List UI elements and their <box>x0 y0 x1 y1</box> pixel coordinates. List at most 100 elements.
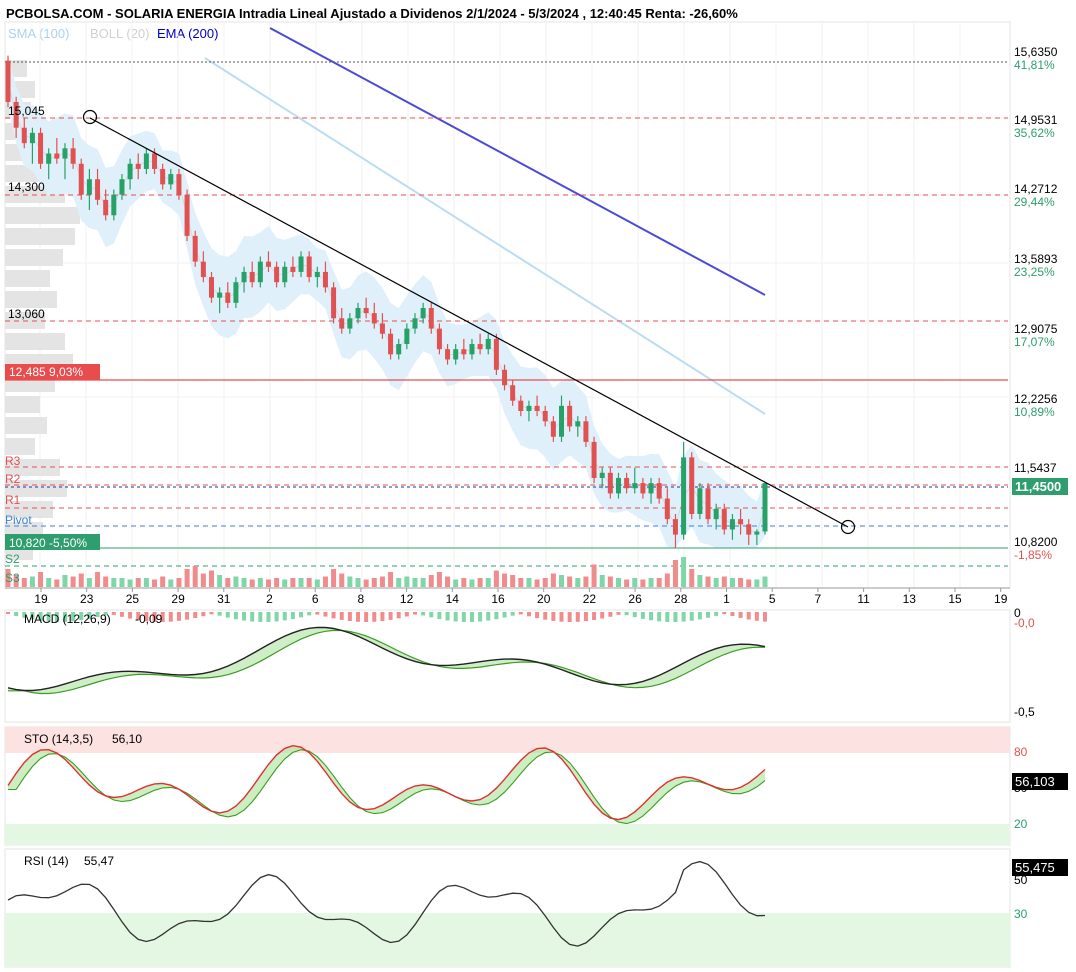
sto-value: 56,10 <box>112 732 142 746</box>
macd-value: -0,09 <box>135 612 163 626</box>
volume-profile-bar <box>5 249 63 266</box>
volume-bar <box>339 573 345 587</box>
x-axis-tick: 2 <box>266 592 273 606</box>
volume-bar <box>233 576 239 587</box>
candle <box>493 333 499 375</box>
candle <box>192 230 198 267</box>
volume-bar <box>62 575 68 587</box>
candle <box>290 256 296 278</box>
volume-profile-bar <box>5 417 47 434</box>
macd-hist-bar <box>518 612 523 615</box>
rsi-axis-50: 50 <box>1014 873 1028 887</box>
candle <box>331 282 337 324</box>
macd-hist-bar <box>486 612 491 621</box>
candle <box>738 508 744 535</box>
sto-axis-80: 80 <box>1014 745 1028 759</box>
candle <box>518 395 524 417</box>
volume-bar <box>599 575 605 587</box>
macd-hist-bar <box>372 612 377 622</box>
macd-hist-bar <box>583 612 588 622</box>
candle <box>388 328 394 360</box>
volume-bar <box>152 579 158 587</box>
macd-hist-bar <box>673 612 678 622</box>
candle <box>526 400 532 422</box>
macd-hist-bar <box>347 612 352 622</box>
volume-bar <box>208 570 214 587</box>
macd-hist-bar <box>730 612 735 617</box>
volume-bar <box>396 578 402 587</box>
macd-hist-bar <box>282 612 287 621</box>
x-axis-tick: 12 <box>400 592 414 606</box>
volume-profile-bar <box>5 438 35 455</box>
volume-bar <box>371 578 377 587</box>
macd-hist-bar <box>356 612 361 622</box>
macd-panel: MACD (12,26,9) -0,09 0 -0,0 -0,5 <box>4 606 1035 723</box>
x-axis-tick: 25 <box>126 592 140 606</box>
candle <box>689 452 695 520</box>
macd-hist-bar <box>209 612 214 615</box>
candle <box>461 338 467 360</box>
candle <box>648 477 654 504</box>
box-low-tag <box>5 534 100 550</box>
candle <box>111 189 117 221</box>
price-axis-percent: 29,44% <box>1014 195 1055 209</box>
volume-bar <box>379 576 385 587</box>
candlesticks <box>5 55 768 548</box>
candle <box>78 158 84 200</box>
candle <box>46 148 52 180</box>
volume-bar <box>510 575 516 587</box>
sto-d-line <box>8 749 766 825</box>
macd-hist-bar <box>54 612 59 622</box>
price-axis-label: 12,9075 <box>1014 322 1058 336</box>
candle <box>705 483 711 525</box>
candle <box>339 307 345 334</box>
x-axis-tick: 13 <box>903 592 917 606</box>
candle <box>412 313 418 334</box>
volume-bar <box>526 578 532 587</box>
volume-bar <box>249 579 255 587</box>
candle <box>615 472 621 499</box>
candle <box>681 441 687 540</box>
volume-bar <box>697 575 703 587</box>
macd-hist-bar <box>722 612 727 615</box>
volume-bar <box>518 578 524 587</box>
macd-hist-bar <box>494 612 499 620</box>
candle <box>436 323 442 355</box>
r1-label: R1 <box>5 493 21 507</box>
x-axis-tick: 14 <box>446 592 460 606</box>
macd-hist-bar <box>706 612 711 618</box>
volume-bar <box>485 578 491 587</box>
macd-hist-bar <box>624 612 629 616</box>
candle <box>591 436 597 484</box>
volume-bar <box>322 576 328 587</box>
volume-bar <box>404 576 410 587</box>
volume-bar <box>225 578 231 587</box>
macd-hist-bar <box>71 612 76 622</box>
volume-bar <box>168 579 174 587</box>
sma-legend: SMA (100) <box>8 26 69 41</box>
volume-bars <box>5 557 768 587</box>
volume-bar <box>502 573 508 587</box>
volume-bar <box>95 572 101 587</box>
candle <box>624 472 630 494</box>
candle <box>371 302 377 329</box>
volume-bar <box>184 569 190 587</box>
macd-hist-bar <box>543 612 548 620</box>
trend-line-start-handle[interactable] <box>82 109 98 125</box>
macd-hist-bar <box>461 612 466 622</box>
macd-hist-bar <box>339 612 344 620</box>
macd-hist-bar <box>665 612 670 622</box>
candle <box>322 261 328 293</box>
trend-line-end-handle[interactable] <box>840 519 856 535</box>
trend-line[interactable] <box>89 117 849 528</box>
candle <box>265 251 271 272</box>
volume-bar <box>38 572 44 587</box>
volume-bar <box>721 576 727 587</box>
candle <box>119 174 125 200</box>
x-axis-tick: 28 <box>674 592 688 606</box>
volume-bar <box>265 579 271 587</box>
candle <box>640 477 646 499</box>
sto-value-tag <box>1012 773 1068 790</box>
macd-hist-bar <box>746 612 751 620</box>
s3-label: S3 <box>5 571 20 585</box>
